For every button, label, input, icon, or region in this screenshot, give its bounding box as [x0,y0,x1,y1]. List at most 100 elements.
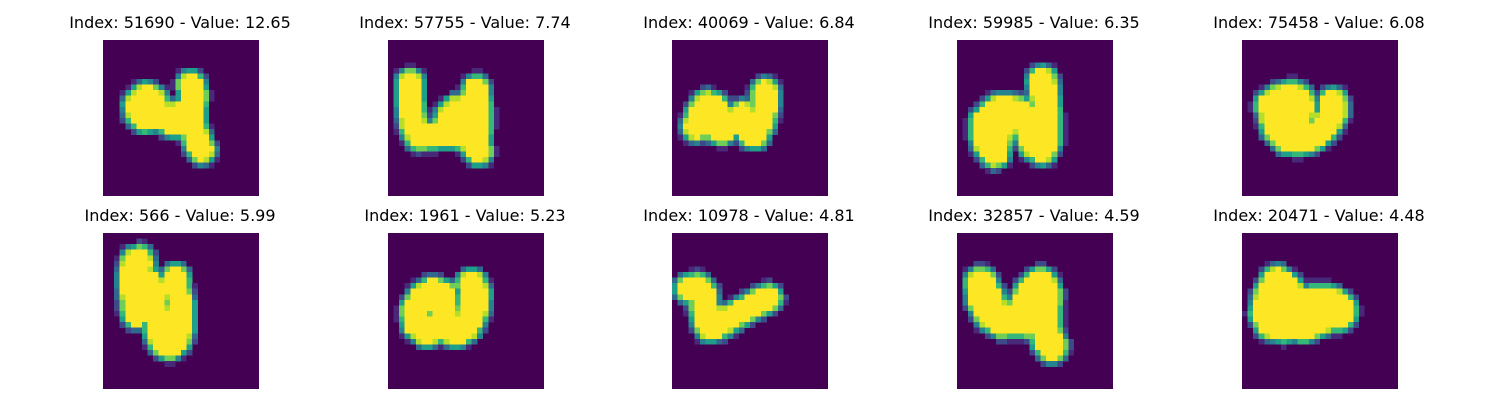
pixel [677,277,684,284]
pixel [197,84,204,91]
pixel [979,272,985,278]
pixel [962,283,969,289]
pixel [147,338,154,345]
pixel [1247,299,1254,306]
pixel [1320,90,1326,96]
pixel [738,106,745,113]
pixel [471,134,478,141]
pixel [990,277,997,284]
pixel [130,106,137,113]
pixel [153,294,159,300]
pixel [125,244,131,250]
pixel [432,140,439,146]
pixel [1281,79,1287,85]
pixel [766,277,773,284]
pixel [421,272,428,278]
pixel [962,266,969,273]
pixel [738,316,745,323]
pixel [1292,266,1298,273]
pixel [1001,327,1008,334]
pixel [711,90,717,96]
pixel [404,79,411,85]
pixel [1275,106,1282,113]
pixel [1314,106,1321,113]
pixel [158,305,165,312]
pixel [192,84,198,91]
pixel [1308,288,1315,295]
pixel [1035,134,1041,141]
pixel [1035,266,1041,273]
pixel [130,255,137,261]
pixel [979,145,985,152]
pixel [1007,338,1013,345]
pixel [1281,134,1287,141]
pixel [147,322,154,328]
pixel [119,266,126,273]
pixel [1286,90,1293,96]
pixel [727,106,734,113]
pixel [164,260,170,267]
pixel [1040,101,1047,107]
pixel [1269,140,1276,146]
pixel [175,283,182,289]
pixel [1297,95,1304,102]
pixel [699,277,706,284]
pixel [699,327,706,334]
pixel [984,316,991,323]
pixel [1253,333,1259,339]
pixel [722,299,728,306]
pixel [443,277,450,284]
pixel [990,101,997,107]
pixel [1281,129,1287,135]
pixel [722,311,728,317]
pixel [1281,106,1287,113]
pixel [699,106,706,113]
pixel [755,79,762,85]
pixel [699,294,706,300]
pixel [1001,162,1008,169]
pixel [399,327,405,334]
pixel [1258,106,1265,113]
pixel [1281,305,1287,312]
pixel [1012,112,1019,119]
pixel [175,294,182,300]
pixel [761,316,767,323]
pixel [1269,112,1276,119]
pixel [1325,327,1332,334]
pixel [677,118,684,124]
pixel [772,101,778,107]
pixel [1325,140,1332,146]
pixel [1040,84,1047,91]
pixel [744,294,751,300]
pixel [996,283,1002,289]
pixel [1281,151,1287,158]
pixel [410,288,416,295]
pixel [181,322,187,328]
pixel [181,344,187,351]
pixel [1046,350,1052,356]
pixel [443,129,450,135]
pixel [427,106,433,113]
pixel [1281,327,1287,334]
pixel [114,288,120,295]
pixel [421,73,428,80]
pixel [114,277,120,284]
pixel [1035,355,1041,362]
pixel [466,327,472,334]
pixel [175,327,182,334]
pixel [147,101,154,107]
pixel [688,316,695,323]
pixel [421,123,428,130]
pixel [147,118,154,124]
pixel [410,95,416,102]
pixel [427,151,433,158]
pixel [1051,140,1058,146]
pixel [1264,305,1270,312]
panel-title: Index: 10978 - Value: 4.81 [643,206,855,225]
pixel [192,322,198,328]
pixel [142,123,148,130]
pixel [488,283,494,289]
pixel [1035,95,1041,102]
pixel [1035,305,1041,312]
pixel [399,140,405,146]
